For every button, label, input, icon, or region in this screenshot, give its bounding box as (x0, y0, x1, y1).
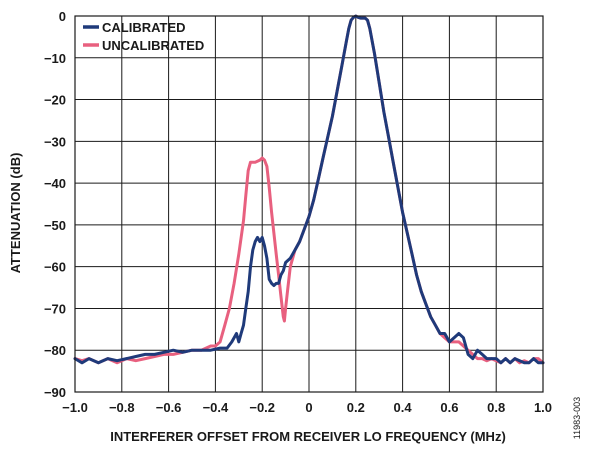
y-tick-label: −80 (44, 343, 66, 358)
x-tick-label: 1.0 (534, 400, 552, 415)
y-tick-label: −10 (44, 51, 66, 66)
x-tick-label: −0.2 (249, 400, 275, 415)
plot-frame (74, 15, 544, 393)
grid (74, 15, 544, 393)
x-tick-label: −0.6 (156, 400, 182, 415)
series-layer (73, 14, 545, 365)
x-tick-label: −0.8 (109, 400, 135, 415)
tick-labels: −1.0 −0.8 −0.6 −0.4 −0.2 0 0.2 0.4 0.6 0.8 1.0 0 −10… (44, 9, 552, 415)
y-tick-label: −30 (44, 134, 66, 149)
y-tick-label: 0 (59, 9, 66, 24)
x-tick-label: −1.0 (62, 400, 88, 415)
y-tick-label: −60 (44, 260, 66, 275)
x-tick-label: 0.8 (487, 400, 505, 415)
figure-id: 11983-003 (572, 397, 582, 439)
x-tick-label: 0.6 (440, 400, 458, 415)
legend-label-uncalibrated: UNCALIBRATED (102, 38, 204, 53)
series-line-calibrated (73, 14, 545, 365)
x-tick-label: 0 (305, 400, 312, 415)
x-tick-label: 0.4 (394, 400, 413, 415)
y-tick-label: −90 (44, 385, 66, 400)
y-tick-label: −20 (44, 93, 66, 108)
legend: CALIBRATED UNCALIBRATED (83, 20, 204, 53)
y-tick-label: −70 (44, 301, 66, 316)
x-tick-label: 0.2 (347, 400, 365, 415)
x-axis-title: INTERFERER OFFSET FROM RECEIVER LO FREQU… (110, 429, 506, 444)
y-tick-label: −40 (44, 176, 66, 191)
y-tick-label: −50 (44, 218, 66, 233)
x-tick-label: −0.4 (203, 400, 229, 415)
legend-label-calibrated: CALIBRATED (102, 20, 186, 35)
y-axis-title: ATTENUATION (dB) (8, 153, 23, 274)
